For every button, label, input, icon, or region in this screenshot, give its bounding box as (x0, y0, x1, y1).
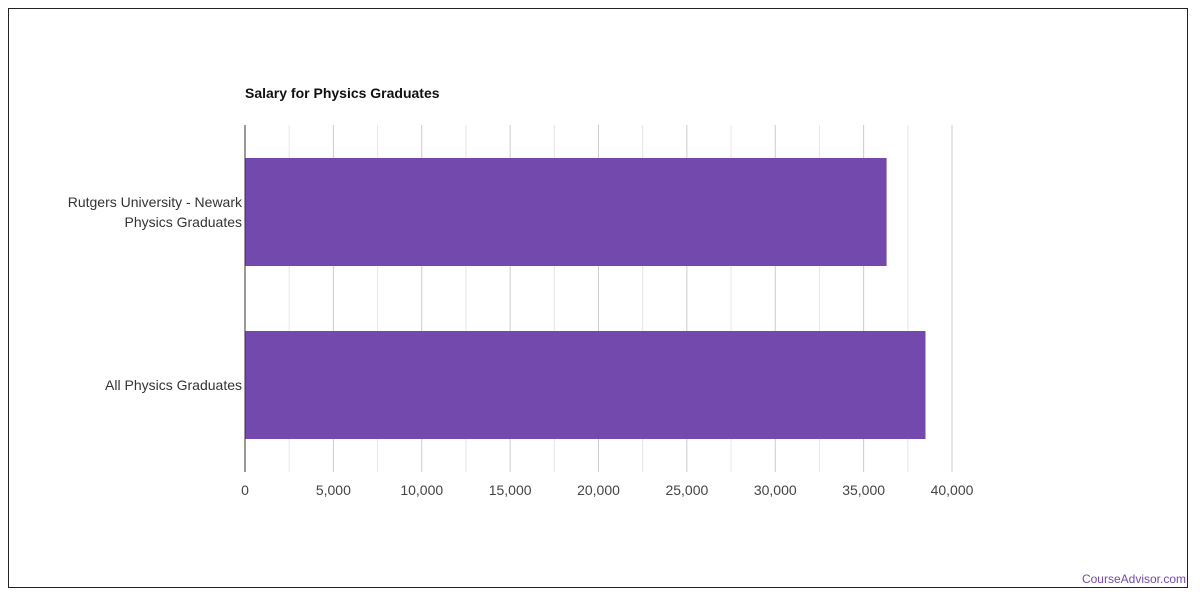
bar-2 (245, 331, 926, 439)
x-tick-label: 0 (241, 482, 249, 498)
bar-1 (245, 158, 887, 266)
x-tick-label: 25,000 (665, 482, 708, 498)
x-tick-label: 30,000 (754, 482, 797, 498)
brand-watermark-link[interactable]: CourseAdvisor.com (1081, 572, 1186, 586)
x-tick-label: 35,000 (842, 482, 885, 498)
x-tick-label: 40,000 (931, 482, 974, 498)
x-tick-label: 20,000 (577, 482, 620, 498)
chart-title: Salary for Physics Graduates (245, 85, 440, 101)
x-tick-label: 5,000 (316, 482, 351, 498)
x-tick-label: 10,000 (400, 482, 443, 498)
category-label: Rutgers University - Newark Physics Gradu… (68, 194, 243, 230)
category-label: All Physics Graduates (105, 377, 242, 393)
x-tick-label: 15,000 (489, 482, 532, 498)
